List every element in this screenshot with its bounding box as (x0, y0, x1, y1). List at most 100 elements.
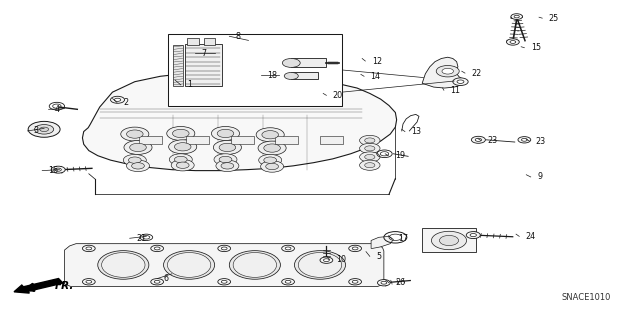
Circle shape (522, 138, 527, 141)
Circle shape (266, 163, 278, 170)
Text: 19: 19 (395, 151, 405, 160)
Text: 11: 11 (451, 86, 460, 95)
Circle shape (352, 247, 358, 250)
Text: 23: 23 (487, 136, 497, 145)
Ellipse shape (102, 253, 145, 277)
Text: 24: 24 (525, 232, 536, 241)
Polygon shape (65, 244, 384, 286)
Circle shape (320, 257, 333, 263)
Circle shape (129, 157, 141, 163)
Circle shape (471, 136, 485, 143)
Circle shape (221, 163, 234, 169)
Circle shape (285, 247, 291, 250)
Text: 1: 1 (187, 80, 192, 89)
Circle shape (174, 156, 187, 163)
Circle shape (83, 245, 95, 252)
Text: 8: 8 (236, 32, 241, 41)
Circle shape (506, 39, 519, 45)
Bar (275, 136, 298, 144)
Text: 5: 5 (376, 252, 381, 261)
FancyArrow shape (14, 278, 63, 293)
Circle shape (453, 78, 468, 85)
Circle shape (213, 140, 241, 154)
Circle shape (381, 281, 387, 284)
Circle shape (86, 280, 92, 283)
Text: 9: 9 (537, 173, 542, 182)
Circle shape (174, 143, 191, 151)
Circle shape (218, 245, 230, 252)
Text: SNACE1010: SNACE1010 (561, 293, 611, 302)
Circle shape (360, 160, 380, 170)
Polygon shape (371, 236, 394, 249)
Circle shape (127, 160, 150, 172)
Circle shape (258, 141, 286, 155)
Circle shape (360, 152, 380, 162)
Circle shape (130, 143, 147, 152)
Bar (204, 38, 215, 45)
Text: 14: 14 (371, 72, 380, 81)
Ellipse shape (431, 231, 467, 250)
Text: 7: 7 (202, 48, 207, 58)
Circle shape (266, 92, 278, 99)
Circle shape (264, 157, 276, 163)
Circle shape (360, 143, 380, 153)
Circle shape (467, 232, 480, 239)
Circle shape (239, 71, 253, 78)
Bar (173, 45, 183, 86)
Bar (291, 72, 318, 79)
Circle shape (172, 160, 194, 171)
Circle shape (176, 162, 189, 168)
Circle shape (51, 166, 65, 173)
Circle shape (86, 247, 92, 250)
Text: 10: 10 (336, 255, 346, 264)
Ellipse shape (440, 235, 459, 246)
Circle shape (243, 73, 249, 76)
Circle shape (365, 146, 375, 151)
Circle shape (259, 154, 282, 166)
Circle shape (282, 278, 294, 285)
Circle shape (514, 15, 519, 18)
Text: 15: 15 (531, 43, 541, 52)
Circle shape (219, 143, 236, 152)
Circle shape (154, 280, 160, 283)
Circle shape (151, 278, 164, 285)
Circle shape (436, 65, 460, 77)
Circle shape (365, 154, 375, 160)
Bar (184, 44, 221, 86)
Ellipse shape (168, 253, 211, 277)
Bar (186, 136, 209, 144)
Ellipse shape (233, 253, 276, 277)
Text: 12: 12 (372, 56, 382, 65)
Circle shape (132, 163, 145, 169)
Circle shape (214, 154, 237, 165)
Circle shape (170, 154, 192, 165)
Bar (291, 58, 326, 67)
Circle shape (470, 234, 476, 237)
Circle shape (256, 128, 284, 142)
Circle shape (154, 247, 160, 250)
Circle shape (352, 280, 358, 283)
Polygon shape (83, 73, 397, 171)
Circle shape (285, 280, 291, 283)
Circle shape (35, 124, 54, 134)
Ellipse shape (294, 251, 346, 279)
Circle shape (28, 122, 60, 137)
Bar (320, 136, 343, 144)
Circle shape (282, 58, 300, 67)
Ellipse shape (164, 251, 214, 279)
Circle shape (55, 168, 61, 171)
Circle shape (260, 161, 284, 172)
Text: 6: 6 (164, 274, 168, 283)
Text: 13: 13 (412, 127, 421, 136)
Circle shape (218, 278, 230, 285)
Circle shape (221, 280, 227, 283)
Circle shape (83, 278, 95, 285)
Circle shape (360, 135, 380, 145)
Text: 16: 16 (49, 166, 59, 175)
Circle shape (121, 127, 149, 141)
Circle shape (221, 247, 227, 250)
Circle shape (173, 129, 189, 137)
Circle shape (40, 127, 49, 131)
Circle shape (216, 160, 239, 172)
Circle shape (167, 126, 195, 140)
